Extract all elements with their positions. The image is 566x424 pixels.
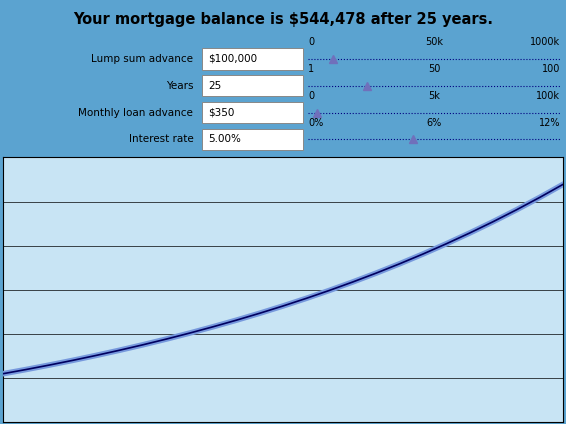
Text: 1: 1: [308, 64, 314, 74]
Text: 12%: 12%: [539, 118, 560, 128]
Text: $100,000: $100,000: [208, 54, 258, 64]
Text: 0%: 0%: [308, 118, 323, 128]
Text: 0: 0: [308, 37, 314, 47]
Text: Monthly loan advance: Monthly loan advance: [79, 108, 194, 117]
Text: $350: $350: [208, 108, 235, 117]
Text: Years: Years: [166, 81, 194, 91]
Text: Interest rate: Interest rate: [128, 134, 194, 145]
Text: 50k: 50k: [425, 37, 443, 47]
FancyBboxPatch shape: [201, 75, 303, 96]
FancyBboxPatch shape: [201, 129, 303, 150]
Text: Your mortgage balance is $544,478 after 25 years.: Your mortgage balance is $544,478 after …: [73, 12, 493, 28]
Text: 1000k: 1000k: [530, 37, 560, 47]
Text: 6%: 6%: [427, 118, 442, 128]
Text: 100k: 100k: [537, 91, 560, 101]
Text: 50: 50: [428, 64, 440, 74]
Text: 100: 100: [542, 64, 560, 74]
Text: Lump sum advance: Lump sum advance: [91, 54, 194, 64]
Text: 5k: 5k: [428, 91, 440, 101]
Text: 25: 25: [208, 81, 222, 91]
FancyBboxPatch shape: [201, 48, 303, 70]
Text: 0: 0: [308, 91, 314, 101]
FancyBboxPatch shape: [201, 102, 303, 123]
Text: 5.00%: 5.00%: [208, 134, 241, 145]
